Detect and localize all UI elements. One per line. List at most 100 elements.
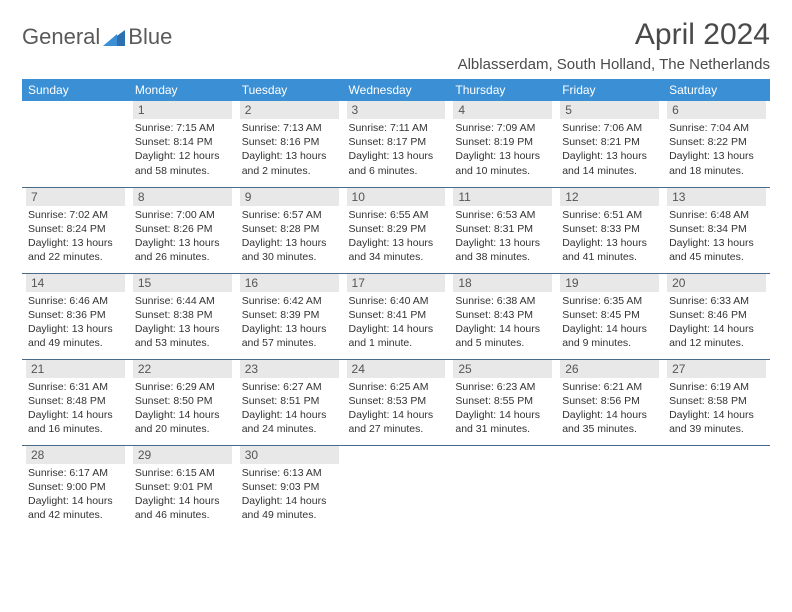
- calendar-cell: 25 Sunrise: 6:23 AMSunset: 8:55 PMDayligh…: [449, 359, 556, 445]
- day-number: 26: [560, 360, 659, 378]
- calendar-cell: 20 Sunrise: 6:33 AMSunset: 8:46 PMDayligh…: [663, 273, 770, 359]
- weekday-header-row: SundayMondayTuesdayWednesdayThursdayFrid…: [22, 79, 770, 101]
- calendar-cell: [663, 445, 770, 531]
- day-info: Sunrise: 7:11 AMSunset: 8:17 PMDaylight:…: [347, 121, 446, 178]
- logo-text-1: General: [22, 24, 100, 50]
- page: General Blue April 2024 Alblasserdam, So…: [0, 0, 792, 541]
- calendar-row: 1Sunrise: 7:15 AMSunset: 8:14 PMDaylight…: [22, 101, 770, 187]
- day-number: 19: [560, 274, 659, 292]
- calendar-row: 21 Sunrise: 6:31 AMSunset: 8:48 PMDayligh…: [22, 359, 770, 445]
- calendar-cell: [556, 445, 663, 531]
- month-title: April 2024: [458, 18, 770, 52]
- day-info: Sunrise: 6:17 AMSunset: 9:00 PMDaylight:…: [26, 466, 125, 523]
- weekday-header: Monday: [129, 79, 236, 101]
- calendar-cell: 8 Sunrise: 7:00 AMSunset: 8:26 PMDaylight…: [129, 187, 236, 273]
- day-info: Sunrise: 6:42 AMSunset: 8:39 PMDaylight:…: [240, 294, 339, 351]
- day-number: 8: [133, 188, 232, 206]
- logo: General Blue: [22, 18, 172, 50]
- weekday-header: Tuesday: [236, 79, 343, 101]
- day-number: 11: [453, 188, 552, 206]
- day-number: 12: [560, 188, 659, 206]
- day-info: Sunrise: 6:40 AMSunset: 8:41 PMDaylight:…: [347, 294, 446, 351]
- day-info: Sunrise: 6:33 AMSunset: 8:46 PMDaylight:…: [667, 294, 766, 351]
- day-number: 9: [240, 188, 339, 206]
- day-number: 14: [26, 274, 125, 292]
- calendar-cell: 27Sunrise: 6:19 AMSunset: 8:58 PMDayligh…: [663, 359, 770, 445]
- logo-triangle-icon: [103, 28, 125, 46]
- day-info: Sunrise: 7:02 AMSunset: 8:24 PMDaylight:…: [26, 208, 125, 265]
- day-info: Sunrise: 6:25 AMSunset: 8:53 PMDaylight:…: [347, 380, 446, 437]
- day-info: Sunrise: 6:29 AMSunset: 8:50 PMDaylight:…: [133, 380, 232, 437]
- calendar-cell: 10 Sunrise: 6:55 AMSunset: 8:29 PMDayligh…: [343, 187, 450, 273]
- day-info: Sunrise: 6:57 AMSunset: 8:28 PMDaylight:…: [240, 208, 339, 265]
- header: General Blue April 2024 Alblasserdam, So…: [22, 18, 770, 73]
- calendar-row: 14 Sunrise: 6:46 AMSunset: 8:36 PMDayligh…: [22, 273, 770, 359]
- day-info: Sunrise: 6:46 AMSunset: 8:36 PMDaylight:…: [26, 294, 125, 351]
- day-info: Sunrise: 6:15 AMSunset: 9:01 PMDaylight:…: [133, 466, 232, 523]
- calendar-cell: 12 Sunrise: 6:51 AMSunset: 8:33 PMDayligh…: [556, 187, 663, 273]
- calendar-cell: 16 Sunrise: 6:42 AMSunset: 8:39 PMDayligh…: [236, 273, 343, 359]
- calendar-cell: 18Sunrise: 6:38 AMSunset: 8:43 PMDayligh…: [449, 273, 556, 359]
- day-number: 16: [240, 274, 339, 292]
- calendar-row: 7 Sunrise: 7:02 AMSunset: 8:24 PMDaylight…: [22, 187, 770, 273]
- day-number: 29: [133, 446, 232, 464]
- day-number: 20: [667, 274, 766, 292]
- calendar-cell: 4 Sunrise: 7:09 AMSunset: 8:19 PMDaylight…: [449, 101, 556, 187]
- day-number: 4: [453, 101, 552, 119]
- calendar-cell: 17 Sunrise: 6:40 AMSunset: 8:41 PMDayligh…: [343, 273, 450, 359]
- calendar-cell: 9 Sunrise: 6:57 AMSunset: 8:28 PMDaylight…: [236, 187, 343, 273]
- day-number: 21: [26, 360, 125, 378]
- day-number: 23: [240, 360, 339, 378]
- day-number: 13: [667, 188, 766, 206]
- calendar-cell: 7 Sunrise: 7:02 AMSunset: 8:24 PMDaylight…: [22, 187, 129, 273]
- calendar-cell: 3Sunrise: 7:11 AMSunset: 8:17 PMDaylight…: [343, 101, 450, 187]
- day-number: 28: [26, 446, 125, 464]
- day-number: 18: [453, 274, 552, 292]
- calendar-cell: 5 Sunrise: 7:06 AMSunset: 8:21 PMDaylight…: [556, 101, 663, 187]
- calendar-cell: 24Sunrise: 6:25 AMSunset: 8:53 PMDayligh…: [343, 359, 450, 445]
- weekday-header: Thursday: [449, 79, 556, 101]
- day-number: 5: [560, 101, 659, 119]
- calendar-cell: [343, 445, 450, 531]
- calendar-cell: 28 Sunrise: 6:17 AMSunset: 9:00 PMDayligh…: [22, 445, 129, 531]
- day-info: Sunrise: 6:27 AMSunset: 8:51 PMDaylight:…: [240, 380, 339, 437]
- weekday-header: Friday: [556, 79, 663, 101]
- day-info: Sunrise: 6:44 AMSunset: 8:38 PMDaylight:…: [133, 294, 232, 351]
- location: Alblasserdam, South Holland, The Netherl…: [458, 56, 770, 73]
- calendar-cell: 14 Sunrise: 6:46 AMSunset: 8:36 PMDayligh…: [22, 273, 129, 359]
- calendar-cell: 2 Sunrise: 7:13 AMSunset: 8:16 PMDaylight…: [236, 101, 343, 187]
- day-number: 27: [667, 360, 766, 378]
- day-info: Sunrise: 6:48 AMSunset: 8:34 PMDaylight:…: [667, 208, 766, 265]
- day-info: Sunrise: 6:53 AMSunset: 8:31 PMDaylight:…: [453, 208, 552, 265]
- day-number: 30: [240, 446, 339, 464]
- day-number: 10: [347, 188, 446, 206]
- calendar-table: SundayMondayTuesdayWednesdayThursdayFrid…: [22, 79, 770, 531]
- day-info: Sunrise: 6:23 AMSunset: 8:55 PMDaylight:…: [453, 380, 552, 437]
- weekday-header: Saturday: [663, 79, 770, 101]
- day-info: Sunrise: 6:51 AMSunset: 8:33 PMDaylight:…: [560, 208, 659, 265]
- day-number: 1: [133, 101, 232, 119]
- day-info: Sunrise: 7:00 AMSunset: 8:26 PMDaylight:…: [133, 208, 232, 265]
- calendar-cell: 1Sunrise: 7:15 AMSunset: 8:14 PMDaylight…: [129, 101, 236, 187]
- calendar-cell: 6Sunrise: 7:04 AMSunset: 8:22 PMDaylight…: [663, 101, 770, 187]
- day-number: 2: [240, 101, 339, 119]
- day-info: Sunrise: 7:09 AMSunset: 8:19 PMDaylight:…: [453, 121, 552, 178]
- day-number: 7: [26, 188, 125, 206]
- day-number: 25: [453, 360, 552, 378]
- calendar-cell: 29 Sunrise: 6:15 AMSunset: 9:01 PMDayligh…: [129, 445, 236, 531]
- day-info: Sunrise: 7:13 AMSunset: 8:16 PMDaylight:…: [240, 121, 339, 178]
- calendar-body: 1Sunrise: 7:15 AMSunset: 8:14 PMDaylight…: [22, 101, 770, 531]
- day-info: Sunrise: 6:31 AMSunset: 8:48 PMDaylight:…: [26, 380, 125, 437]
- weekday-header: Sunday: [22, 79, 129, 101]
- day-info: Sunrise: 6:35 AMSunset: 8:45 PMDaylight:…: [560, 294, 659, 351]
- calendar-cell: 30Sunrise: 6:13 AMSunset: 9:03 PMDayligh…: [236, 445, 343, 531]
- day-number: 17: [347, 274, 446, 292]
- day-info: Sunrise: 6:55 AMSunset: 8:29 PMDaylight:…: [347, 208, 446, 265]
- title-block: April 2024 Alblasserdam, South Holland, …: [458, 18, 770, 73]
- day-number: 22: [133, 360, 232, 378]
- calendar-cell: 19 Sunrise: 6:35 AMSunset: 8:45 PMDayligh…: [556, 273, 663, 359]
- calendar-cell: 11 Sunrise: 6:53 AMSunset: 8:31 PMDayligh…: [449, 187, 556, 273]
- day-info: Sunrise: 7:06 AMSunset: 8:21 PMDaylight:…: [560, 121, 659, 178]
- logo-text-2: Blue: [128, 24, 172, 50]
- calendar-cell: 21 Sunrise: 6:31 AMSunset: 8:48 PMDayligh…: [22, 359, 129, 445]
